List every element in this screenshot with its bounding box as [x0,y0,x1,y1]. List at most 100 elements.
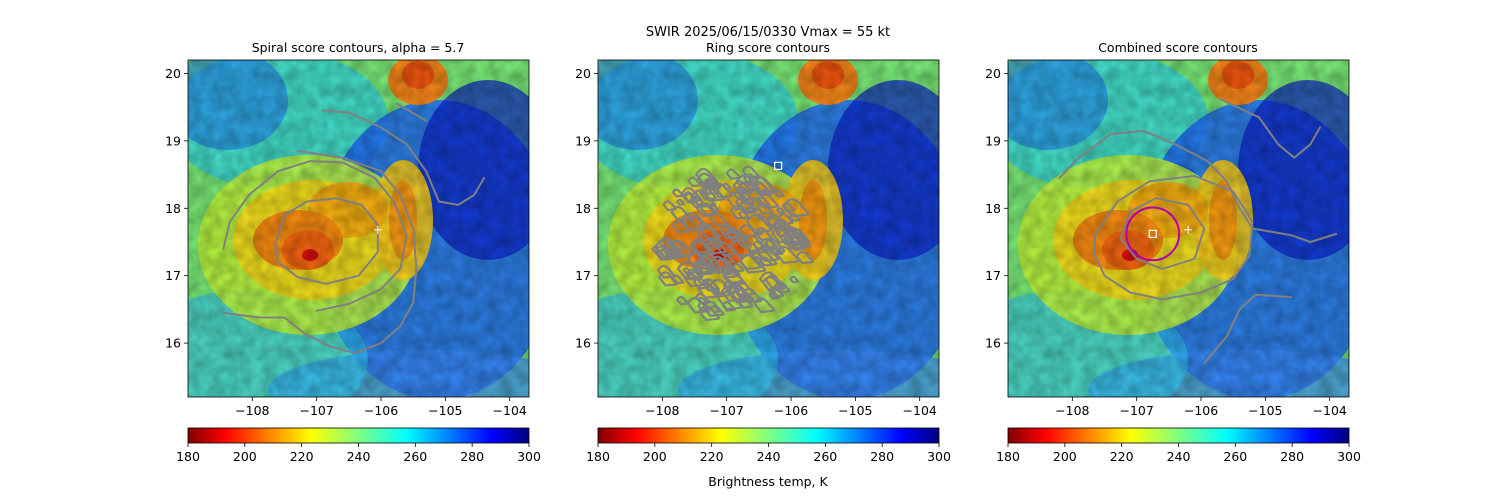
colorbar-tick-label: 200 [233,449,257,464]
score-contour [722,254,735,264]
center-marker-plus [1184,225,1193,234]
score-contour [752,176,776,194]
x-tick-label: −105 [1248,403,1282,418]
x-tick-label: −108 [645,403,679,418]
colorbar-tick-label: 220 [290,449,314,464]
colorbar-tick-label: 260 [813,449,837,464]
score-contour [732,280,755,297]
eye-ring [1125,206,1181,262]
center-marker-square [1148,229,1157,238]
score-contour [721,301,736,312]
score-contour [692,259,715,276]
score-contour [683,273,704,288]
score-contour [738,224,758,238]
colorbar [187,427,530,444]
score-contour [1093,174,1254,301]
axes-frame [187,59,530,398]
score-contour [709,305,721,314]
colorbar-tick-label: 260 [1223,449,1247,464]
x-tick-label: −104 [1313,403,1347,418]
panel-title: Combined score contours [1098,40,1258,55]
colorbar-label: Brightness temp, K [708,474,828,489]
colorbar-tick-label: 180 [176,449,200,464]
x-tick-label: −104 [493,403,527,418]
score-contour [774,225,791,237]
score-contour [690,189,717,208]
score-contour [273,197,379,285]
x-tick-label: −107 [710,403,744,418]
colorbar-tick-label: 180 [996,449,1020,464]
panel-spiral: Spiral score contours, alpha = 5.7 −108 −… [128,40,588,464]
colorbar-tick-label: 300 [927,449,951,464]
score-contour [676,198,686,206]
x-tick-label: −105 [428,403,462,418]
score-contour [705,238,728,255]
score-contour [708,212,729,227]
x-tick-label: −106 [774,403,808,418]
score-contour [716,241,737,257]
panel-title: Ring score contours [706,40,830,55]
score-contour [782,198,810,218]
y-tick-label: 18 [165,201,181,216]
score-contour [752,255,764,264]
x-tick-label: −108 [1055,403,1089,418]
score-contour [795,250,815,265]
score-contour [689,214,707,228]
score-contour [789,275,800,284]
y-tick-label: 16 [575,336,591,351]
y-tick-label: 20 [575,66,591,81]
score-contour [702,300,725,317]
score-contour [739,186,749,194]
score-contour [745,214,773,234]
score-contour [768,286,785,298]
score-contour [726,191,754,211]
score-contour [687,176,702,188]
y-tick-label: 16 [165,336,181,351]
score-contour [675,295,689,306]
score-contour [669,239,694,258]
colorbar-tick-label: 220 [700,449,724,464]
colorbar-tick-label: 280 [1280,449,1304,464]
score-contour [787,231,812,249]
colorbar-tick-label: 300 [517,449,541,464]
colorbar-tick-label: 180 [586,449,610,464]
score-contour [737,210,750,220]
score-contour [711,182,734,199]
score-contour [703,178,721,191]
y-tick-label: 18 [575,201,591,216]
colorbar [1007,427,1350,444]
score-contour [751,248,778,267]
colorbar-tick-label: 240 [757,449,781,464]
panel-ring: Ring score contours −108 −107 −106 −105 −104… [575,40,951,489]
panel-combined: Combined score contours −108 −107 −106 −105… [985,40,1361,464]
score-contour [222,160,408,312]
score-contour [682,267,693,275]
axes-frame [1007,59,1350,398]
score-contour [697,296,708,305]
panel-title: Spiral score contours, alpha = 5.7 [252,40,465,55]
y-tick-label: 17 [165,268,181,283]
score-contour [768,291,781,300]
score-contour [651,246,661,254]
colorbar-tick-label: 240 [347,449,371,464]
y-tick-label: 17 [985,268,1001,283]
score-contour [774,245,801,264]
score-contour [690,270,702,279]
score-contour [222,150,418,355]
score-contour [671,220,691,234]
score-contour [735,174,761,192]
ir-image [128,50,588,430]
score-contour [748,249,764,261]
score-contour [752,240,765,250]
y-tick-label: 20 [165,66,181,81]
x-tick-label: −107 [1120,403,1154,418]
score-contour [747,206,758,214]
score-contour [656,264,676,279]
score-contour [1203,293,1293,365]
score-contour [657,271,680,287]
score-contour [396,102,428,122]
x-tick-label: −108 [235,403,269,418]
score-contour [775,207,785,214]
score-contour [691,240,711,254]
